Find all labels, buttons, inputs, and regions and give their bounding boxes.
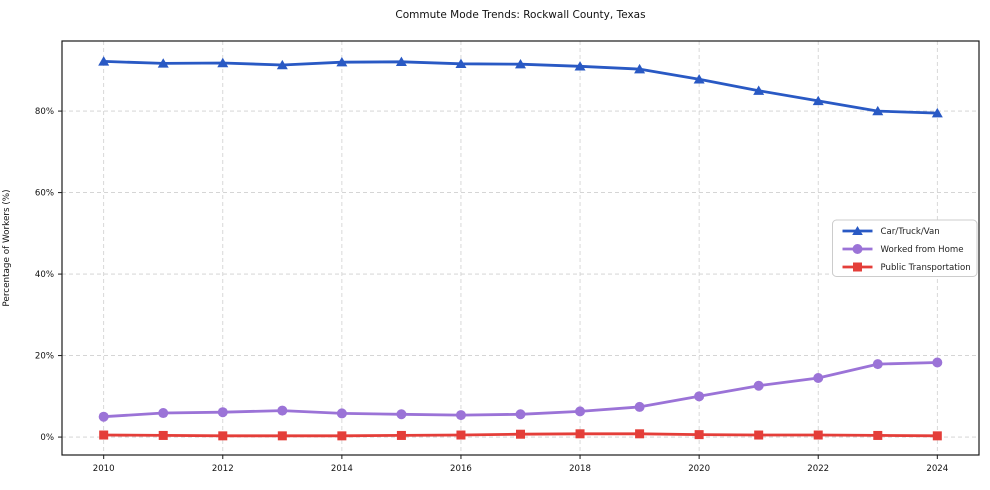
x-tick-label: 2020 [688, 464, 710, 474]
marker-triangle-car-truck-van [693, 74, 705, 84]
marker-square-public-transportation [516, 429, 525, 439]
marker-circle-worked-from-home [158, 408, 169, 419]
marker-square-public-transportation [277, 431, 287, 441]
marker-square-public-transportation [813, 430, 823, 440]
marker-square-public-transportation [218, 431, 228, 441]
legend-marker-car-truck-van [852, 226, 863, 235]
series-line-worked-from-home [102, 361, 939, 419]
marker-circle-worked-from-home [336, 408, 347, 419]
y-tick-label: 20% [35, 352, 54, 362]
marker-circle-worked-from-home [396, 409, 407, 420]
marker-circle-worked-from-home [634, 401, 645, 412]
y-tick-label: 40% [35, 270, 54, 280]
marker-square-public-transportation [754, 430, 764, 440]
marker-triangle-car-truck-van [931, 107, 943, 118]
x-tick-label: 2014 [331, 464, 353, 474]
marker-square-public-transportation [694, 430, 704, 440]
legend-box [832, 219, 978, 277]
marker-circle-worked-from-home [455, 410, 466, 421]
x-tick-label: 2012 [212, 464, 234, 474]
x-tick-label: 2024 [926, 464, 948, 474]
marker-square-public-transportation [456, 430, 466, 440]
marker-triangle-car-truck-van [276, 59, 288, 70]
marker-circle-worked-from-home [217, 407, 228, 418]
legend-label-public-transportation: Public Transportation [881, 263, 971, 273]
plot-border [61, 40, 980, 456]
x-tick-label: 2022 [807, 464, 829, 474]
marker-triangle-car-truck-van [753, 85, 765, 95]
marker-triangle-car-truck-van [574, 61, 586, 71]
marker-triangle-car-truck-van [634, 63, 646, 74]
x-tick-label: 2016 [450, 464, 472, 474]
marker-triangle-car-truck-van [217, 57, 229, 68]
legend-marker-worked-from-home [852, 244, 863, 254]
marker-triangle-car-truck-van [157, 58, 169, 68]
marker-triangle-car-truck-van [872, 105, 884, 116]
marker-circle-worked-from-home [515, 409, 526, 420]
marker-triangle-car-truck-van [336, 56, 348, 67]
marker-triangle-car-truck-van [98, 56, 110, 66]
marker-circle-worked-from-home [813, 372, 824, 383]
marker-circle-worked-from-home [872, 359, 883, 370]
x-tick-label: 2018 [569, 464, 591, 474]
marker-square-public-transportation [873, 430, 883, 440]
marker-circle-worked-from-home [753, 380, 764, 391]
marker-circle-worked-from-home [932, 357, 943, 368]
marker-triangle-car-truck-van [455, 58, 467, 69]
marker-triangle-car-truck-van [812, 95, 824, 106]
y-tick-label: 60% [35, 189, 54, 199]
legend-label-worked-from-home: Worked from Home [881, 245, 964, 255]
marker-triangle-car-truck-van [515, 59, 526, 69]
marker-square-public-transportation [99, 430, 109, 440]
legend-marker-public-transportation [853, 262, 862, 272]
marker-circle-worked-from-home [277, 405, 288, 416]
marker-circle-worked-from-home [575, 406, 586, 417]
chart-title: Commute Mode Trends: Rockwall County, Te… [395, 9, 646, 21]
marker-square-public-transportation [575, 429, 585, 439]
marker-circle-worked-from-home [694, 391, 705, 402]
marker-square-public-transportation [635, 429, 645, 439]
marker-square-public-transportation [158, 430, 168, 440]
marker-triangle-car-truck-van [395, 56, 407, 66]
legend-label-car-truck-van: Car/Truck/Van [881, 227, 940, 237]
x-tick-label: 2010 [93, 464, 115, 474]
marker-square-public-transportation [337, 431, 347, 441]
marker-square-public-transportation [932, 431, 942, 441]
marker-square-public-transportation [396, 430, 406, 440]
y-tick-label: 80% [35, 107, 54, 117]
marker-circle-worked-from-home [98, 411, 109, 422]
series-line-car-truck-van [102, 60, 939, 115]
y-tick-label: 0% [40, 433, 54, 443]
